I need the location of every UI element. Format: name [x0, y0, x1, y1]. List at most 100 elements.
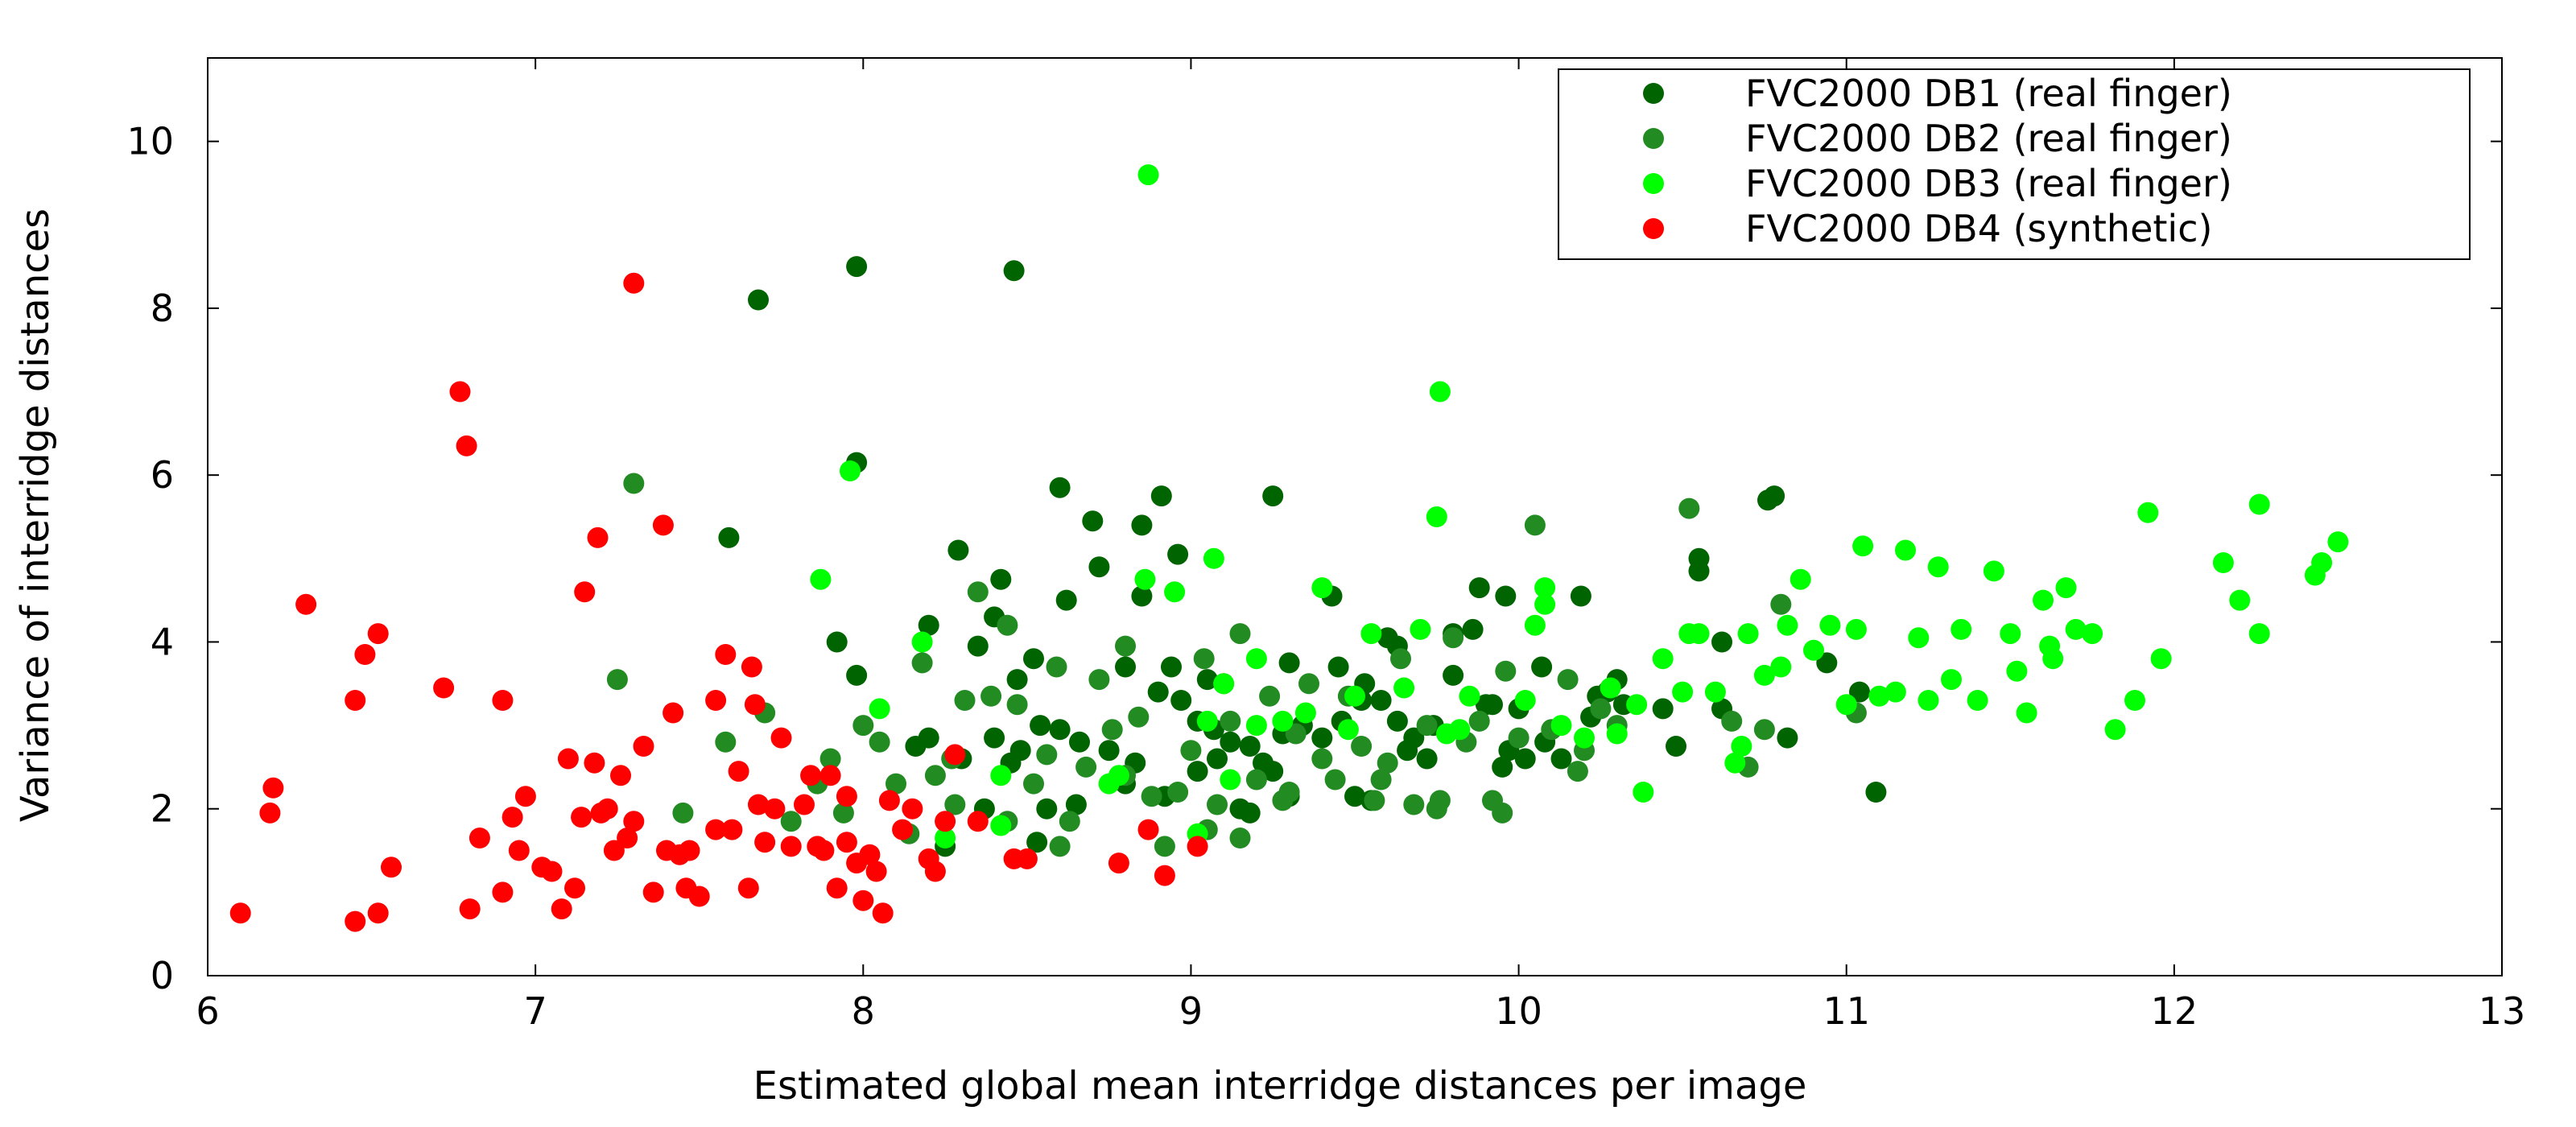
data-point: [1082, 510, 1104, 532]
data-point: [836, 832, 857, 853]
data-point: [1927, 556, 1949, 578]
data-point: [935, 828, 956, 848]
data-point: [819, 765, 841, 786]
data-point: [1557, 669, 1579, 691]
series-2: [606, 473, 1867, 857]
data-point: [980, 685, 1002, 707]
data-point: [2124, 690, 2145, 711]
data-point: [869, 698, 890, 720]
data-point: [1704, 681, 1726, 703]
data-point: [1167, 782, 1189, 803]
data-point: [2039, 635, 2061, 657]
data-point: [1426, 798, 1447, 819]
data-point: [1397, 740, 1418, 762]
data-point: [229, 902, 251, 924]
data-point: [1154, 865, 1175, 886]
data-point: [1777, 614, 1798, 636]
data-point: [1006, 669, 1028, 691]
x-tick-label: 10: [1495, 989, 1542, 1033]
data-point: [1203, 547, 1224, 569]
data-point: [1852, 535, 1874, 557]
data-point: [1468, 577, 1490, 599]
data-point: [623, 473, 645, 494]
legend-label: FVC2000 DB4 (synthetic): [1745, 207, 2212, 250]
data-point: [872, 902, 894, 924]
data-point: [810, 568, 832, 590]
data-point: [574, 581, 596, 603]
data-point: [1134, 568, 1156, 590]
data-point: [508, 840, 530, 861]
data-point: [780, 836, 802, 857]
legend-label: FVC2000 DB1 (real finger): [1745, 72, 2232, 115]
data-point: [1449, 719, 1471, 741]
data-point: [1311, 727, 1333, 749]
data-point: [1262, 761, 1284, 782]
data-point: [1666, 736, 1686, 757]
data-point: [1272, 710, 1294, 732]
data-point: [449, 381, 471, 402]
legend: FVC2000 DB1 (real finger)FVC2000 DB2 (re…: [1558, 68, 2471, 260]
data-point: [1370, 769, 1392, 791]
data-point: [1344, 685, 1365, 707]
data-point: [433, 677, 455, 699]
data-point: [1059, 811, 1080, 832]
data-point: [1688, 623, 1710, 645]
data-point: [2229, 589, 2251, 611]
data-point: [459, 898, 481, 920]
data-point: [1213, 673, 1235, 695]
data-point: [2055, 577, 2077, 599]
data-point: [2311, 552, 2333, 573]
data-point: [1245, 648, 1267, 670]
data-point: [967, 581, 989, 603]
data-point: [1075, 756, 1097, 778]
data-point: [705, 819, 727, 840]
data-point: [1327, 656, 1349, 678]
data-point: [1983, 560, 2004, 582]
data-point: [1003, 260, 1025, 282]
data-point: [1207, 748, 1228, 770]
data-point: [1220, 769, 1241, 791]
data-point: [1023, 648, 1044, 670]
data-point: [997, 614, 1018, 636]
data-point: [748, 794, 769, 815]
data-point: [345, 910, 366, 932]
data-point: [1606, 723, 1628, 745]
data-point: [2150, 648, 2172, 670]
data-point: [800, 765, 822, 786]
data-point: [2065, 618, 2087, 640]
data-point: [1724, 752, 1746, 774]
data-point: [1626, 694, 1648, 716]
data-point: [1908, 627, 1930, 649]
data-point: [367, 902, 389, 924]
data-point: [744, 694, 766, 716]
data-point: [741, 656, 762, 678]
data-point: [990, 765, 1012, 786]
data-point: [1167, 543, 1189, 565]
data-point: [947, 539, 969, 561]
data-point: [944, 794, 966, 815]
data-point: [1514, 748, 1536, 770]
data-point: [1049, 719, 1071, 741]
data-point: [944, 744, 966, 766]
data-point: [1278, 782, 1300, 803]
data-point: [918, 614, 939, 636]
data-point: [1023, 773, 1044, 795]
data-point: [1220, 731, 1241, 753]
data-point: [564, 877, 585, 899]
data-point: [1187, 761, 1208, 782]
data-point: [1337, 719, 1359, 741]
data-point: [1193, 648, 1215, 670]
data-point: [262, 777, 284, 799]
data-point: [852, 890, 874, 911]
data-point: [852, 715, 874, 737]
data-point: [1131, 585, 1153, 607]
axes-layer: [207, 57, 2503, 976]
data-point: [1600, 677, 1621, 699]
data-point: [836, 786, 857, 807]
data-point: [1030, 715, 1051, 737]
data-point: [794, 794, 815, 815]
x-axis-title: Estimated global mean interridge distanc…: [753, 1063, 1807, 1108]
data-point: [967, 811, 989, 832]
data-point: [770, 727, 792, 749]
data-point: [1770, 593, 1792, 615]
